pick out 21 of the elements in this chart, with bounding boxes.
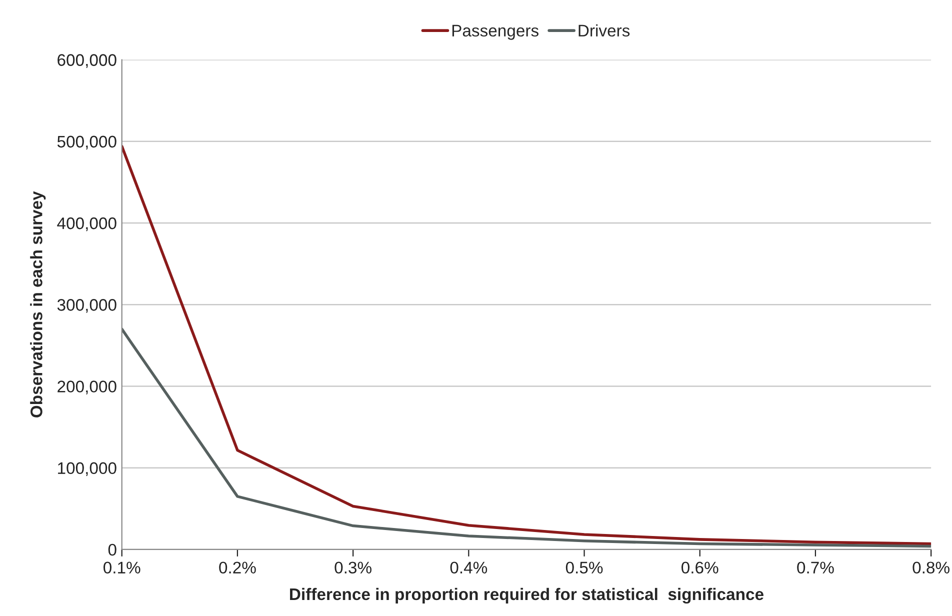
y-tick-label: 200,000 <box>58 380 116 394</box>
y-tick-label: 300,000 <box>57 299 116 313</box>
x-tick-label: 0.6% <box>682 562 718 574</box>
y-tick-label: 100,000 <box>58 462 116 476</box>
x-axis-title: Difference in proportion required for statistical significance <box>290 588 764 604</box>
x-tick-label: 0.1% <box>104 562 140 574</box>
line-series <box>122 328 932 548</box>
legend-label: Drivers <box>578 24 630 37</box>
x-tick-label: 0.5% <box>566 562 603 574</box>
line-series <box>122 144 932 546</box>
y-tick-label: 0 <box>108 544 116 556</box>
y-tick-label: 600,000 <box>58 54 116 68</box>
y-axis-title: Observations in each survey <box>30 191 46 418</box>
x-tick-label: 0.7% <box>797 562 834 574</box>
x-tick-label: 0.2% <box>219 562 256 574</box>
legend-label: Passengers <box>452 24 538 40</box>
y-tick-label: 500,000 <box>57 136 116 150</box>
x-tick-label: 0.4% <box>450 562 488 574</box>
x-tick-label: 0.8% <box>912 562 950 574</box>
y-tick-label: 400,000 <box>57 217 116 232</box>
x-tick-label: 0.3% <box>334 562 372 574</box>
